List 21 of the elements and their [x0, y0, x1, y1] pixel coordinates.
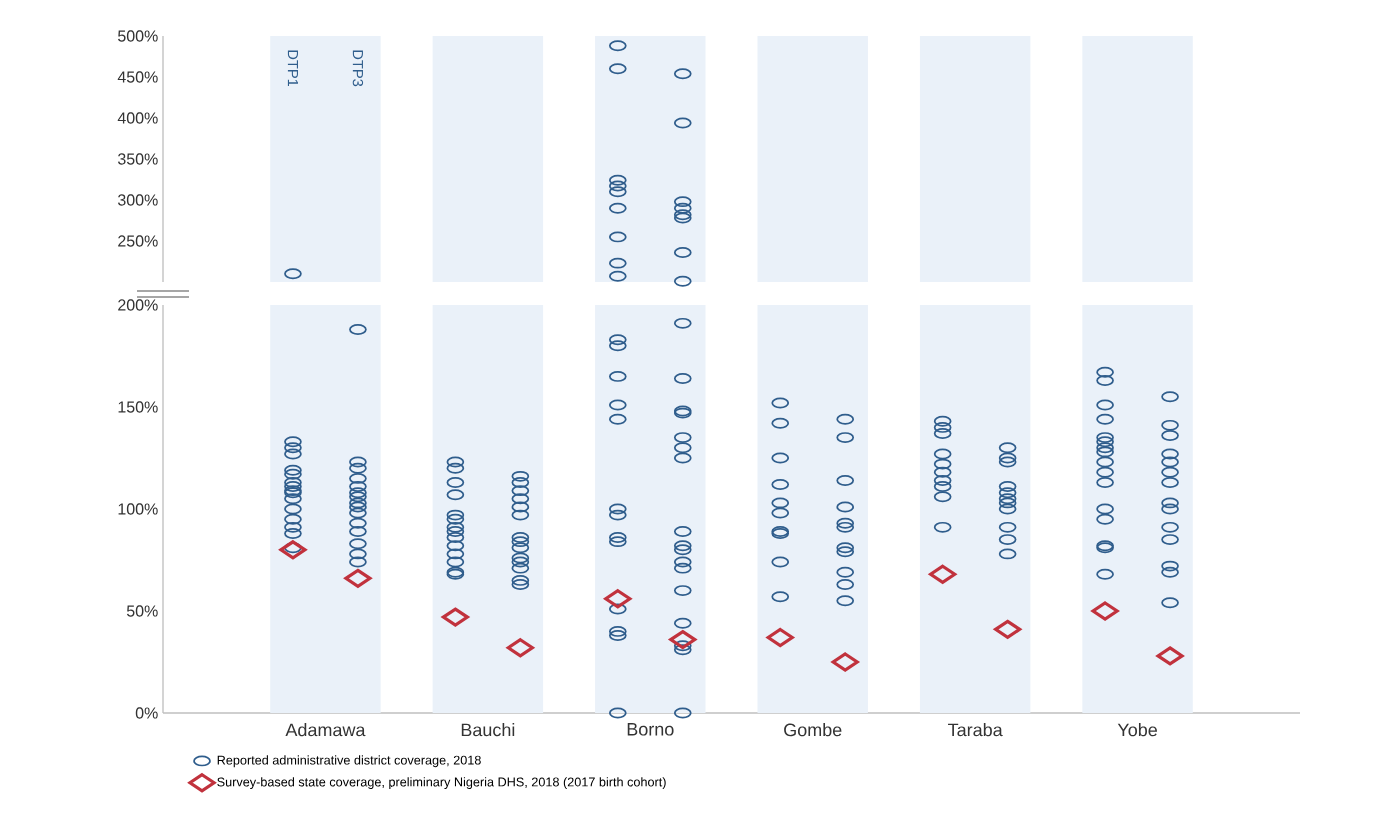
x-tick-label: Yobe	[1117, 723, 1157, 737]
y-tick-label: 400%	[117, 112, 158, 124]
x-tick-label: Gombe	[784, 723, 842, 737]
y-tick-label: 0%	[135, 707, 158, 719]
annotation: DTP1	[287, 50, 298, 87]
y-tick-label: 100%	[118, 503, 158, 515]
legend-label: Survey-based state coverage, preliminary Nigeria DHS, 2018 (2017 birth cohort)	[217, 777, 666, 789]
x-tick-label: Taraba	[948, 723, 1003, 737]
annotation: DTP3	[352, 50, 364, 87]
x-tick-label: Borno	[627, 723, 674, 736]
x-tick-label: Bauchi	[461, 723, 515, 737]
y-tick-label: 350%	[117, 153, 158, 165]
y-tick-label: 200%	[118, 299, 158, 311]
x-tick-label: Adamawa	[285, 723, 366, 737]
y-tick-label: 500%	[118, 30, 158, 42]
y-tick-label: 150%	[118, 401, 158, 413]
y-tick-label: 450%	[117, 71, 158, 83]
y-tick-label: 300%	[117, 194, 158, 206]
legend-label: Reported administrative district coverage, 2018	[217, 755, 481, 768]
y-tick-label: 50%	[126, 605, 158, 617]
y-tick-label: 250%	[118, 235, 158, 247]
